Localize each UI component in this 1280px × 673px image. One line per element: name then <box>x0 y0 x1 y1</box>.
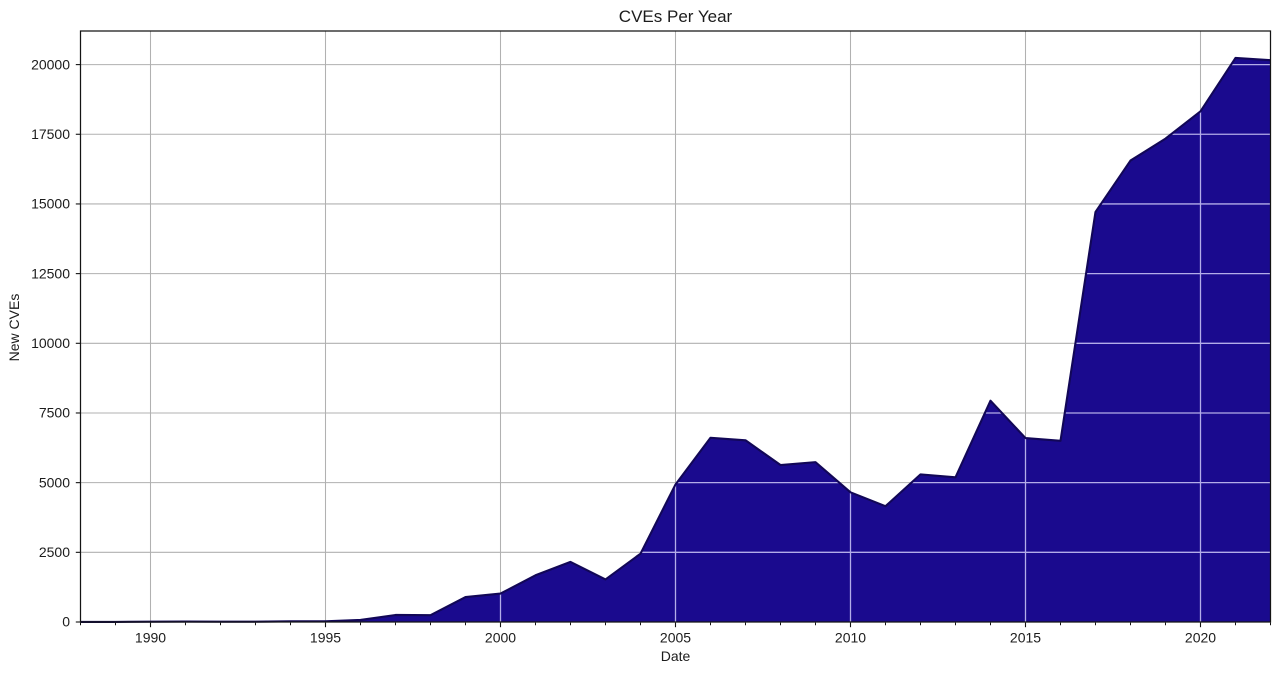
svg-text:12500: 12500 <box>31 265 70 281</box>
svg-text:2005: 2005 <box>660 630 691 646</box>
svg-text:2020: 2020 <box>1185 630 1216 646</box>
svg-text:2010: 2010 <box>835 630 866 646</box>
svg-text:1995: 1995 <box>310 630 341 646</box>
svg-text:7500: 7500 <box>39 405 70 421</box>
svg-text:Date: Date <box>661 648 691 664</box>
svg-text:15000: 15000 <box>31 196 70 212</box>
svg-text:20000: 20000 <box>31 56 70 72</box>
svg-text:5000: 5000 <box>39 474 70 490</box>
svg-text:10000: 10000 <box>31 335 70 351</box>
svg-text:2000: 2000 <box>485 630 516 646</box>
svg-text:New CVEs: New CVEs <box>6 294 22 362</box>
svg-text:0: 0 <box>62 614 70 630</box>
svg-text:2015: 2015 <box>1010 630 1041 646</box>
svg-text:1990: 1990 <box>135 630 166 646</box>
svg-text:17500: 17500 <box>31 126 70 142</box>
svg-text:CVEs Per Year: CVEs Per Year <box>619 7 733 26</box>
svg-text:2500: 2500 <box>39 544 70 560</box>
